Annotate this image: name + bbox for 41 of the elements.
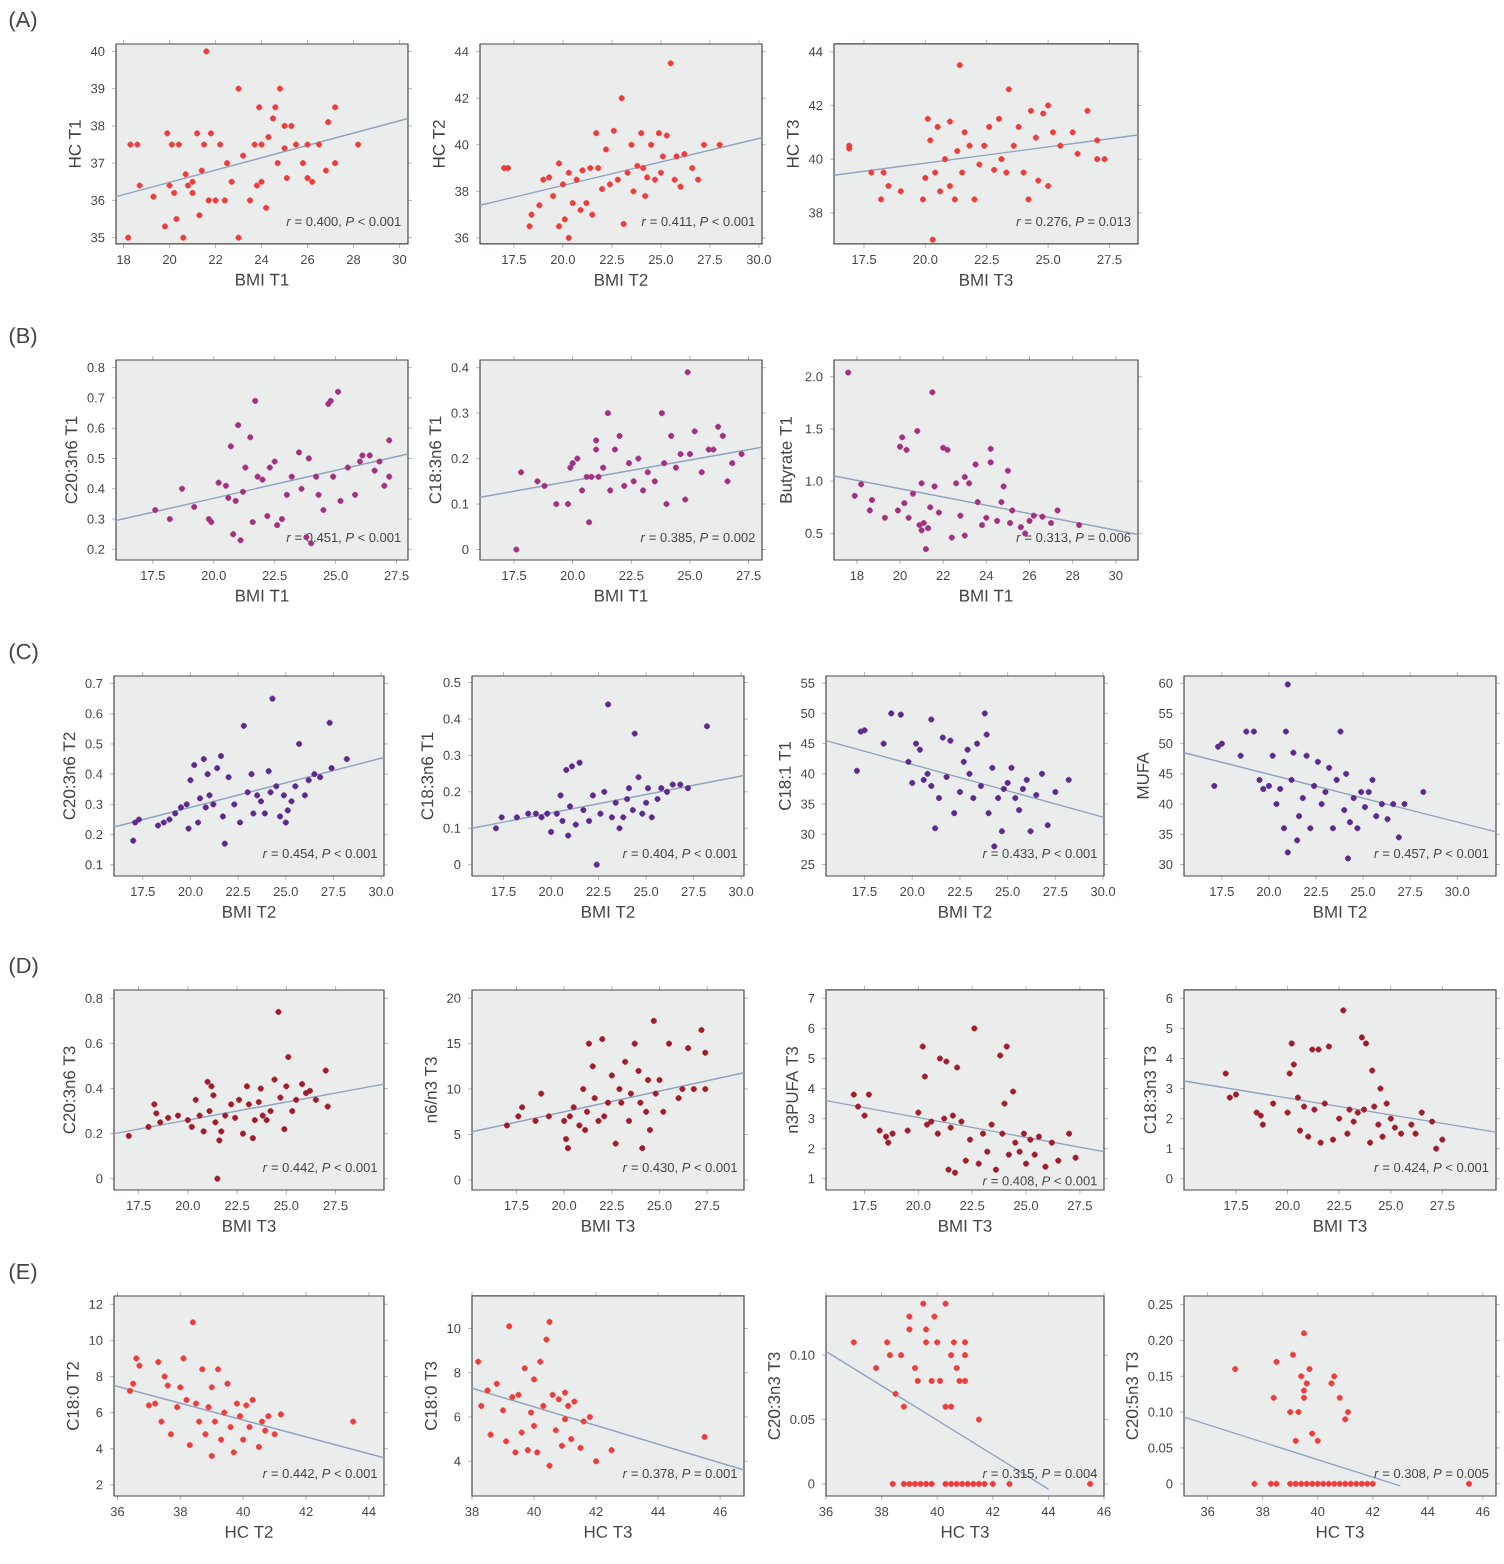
x-axis-title: HC T3: [1316, 1525, 1364, 1538]
x-axis-title: BMI T2: [223, 905, 276, 918]
y-axis-title: n6/n3 T3: [424, 1057, 437, 1123]
x-axis-title: HC T3: [584, 1525, 632, 1538]
x-axis-title: BMI T1: [236, 589, 289, 602]
y-axis-title: C20:5n3 T3: [1126, 1352, 1139, 1440]
chart-title: (A): [9, 11, 37, 32]
y-axis-title: C18:0 T2: [66, 1362, 79, 1430]
x-axis-title: BMI T2: [582, 905, 635, 918]
y-axis-title: HC T3: [786, 120, 799, 168]
y-axis-title: MUFA: [1137, 752, 1149, 799]
x-axis-title: BMI T1: [236, 273, 289, 286]
x-axis-title: BMI T3: [1314, 1219, 1367, 1232]
x-axis-title: BMI T2: [939, 905, 992, 918]
y-axis-title: C20:3n6 T2: [63, 732, 76, 820]
y-axis-title: C20:3n3 T3: [768, 1352, 781, 1440]
y-axis-title: HC T2: [432, 120, 445, 168]
y-axis-title: HC T1: [68, 120, 81, 168]
y-axis-title: C20:3n6 T1: [65, 416, 78, 504]
y-axis-title: n3PUFA T3: [786, 1046, 799, 1133]
chart-title: (D): [9, 957, 38, 978]
x-axis-title: BMI T1: [960, 589, 1013, 602]
y-axis-title: C18:3n6 T1: [421, 732, 434, 820]
y-axis-title: C18:3n3 T3: [1144, 1046, 1157, 1134]
y-axis-title: C18:3n6 T1: [429, 416, 442, 504]
x-axis-title: BMI T1: [595, 589, 648, 602]
x-axis-title: BMI T2: [595, 273, 648, 286]
chart-title: (B): [9, 327, 37, 348]
chart-title: (C): [9, 643, 38, 664]
y-axis-title: Butyrate T1: [780, 417, 796, 503]
y-axis-title: C18:1 T1: [778, 741, 791, 810]
chart-title: (E): [9, 1263, 37, 1284]
x-axis-title: BMI T3: [582, 1219, 635, 1232]
y-axis-title: C18:0 T3: [424, 1361, 437, 1430]
y-axis-title: C20:3n6 T3: [63, 1046, 76, 1134]
x-axis-title: HC T3: [941, 1525, 989, 1538]
x-axis-title: BMI T3: [223, 1219, 276, 1232]
x-axis-title: BMI T2: [1314, 905, 1367, 918]
x-axis-title: BMI T3: [960, 273, 1013, 286]
x-axis-title: HC T2: [225, 1525, 273, 1538]
x-axis-title: BMI T3: [939, 1219, 992, 1232]
